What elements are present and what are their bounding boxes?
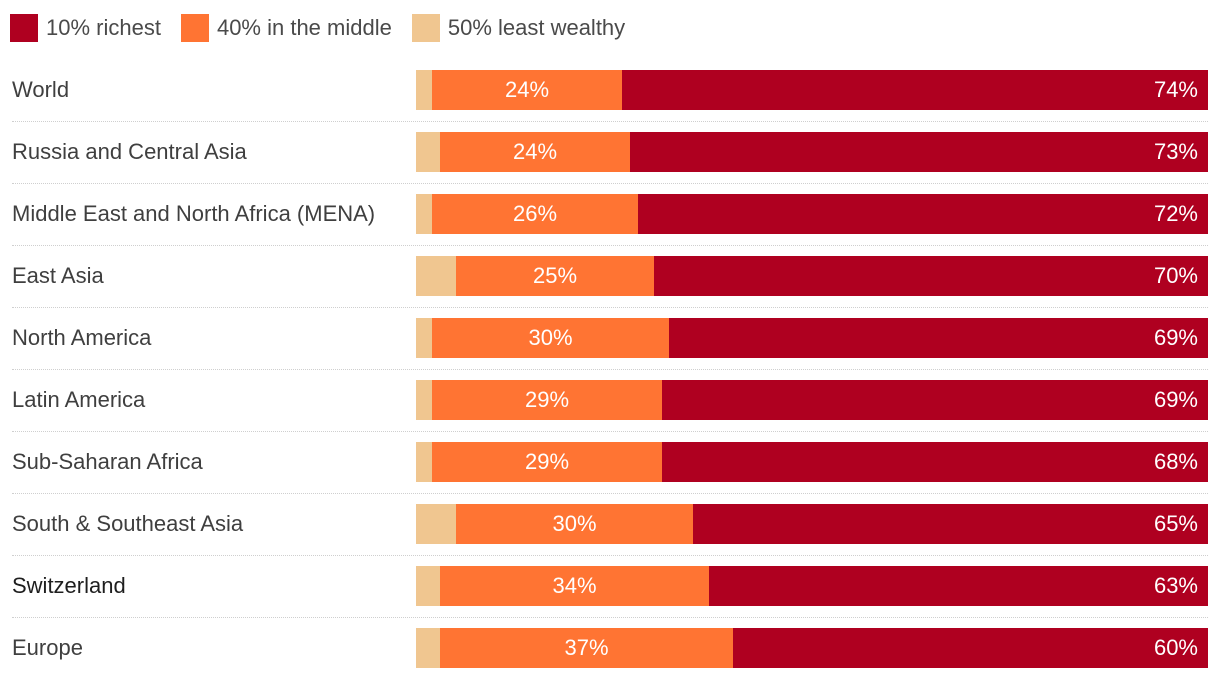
legend-swatch-middle [180,14,209,42]
bar-segment-richest [662,442,1208,482]
bar-segment-richest [622,70,1208,110]
legend-item-middle: 40% in the middle [180,14,392,42]
data-label-richest: 70% [1153,263,1198,288]
row-divider [12,307,1208,308]
category-label: South & Southeast Asia [12,511,244,536]
data-label-middle: 26% [512,201,558,226]
category-label: Russia and Central Asia [12,139,247,164]
legend-label-richest: 10% richest [46,15,161,40]
bar-segment-richest [638,194,1208,234]
bar-segment-least [416,256,456,296]
row-divider [12,617,1208,618]
category-label: Middle East and North Africa (MENA) [12,201,376,226]
bar-segment-richest [630,132,1208,172]
bar-segment-richest [709,566,1208,606]
bar-segment-middle [440,566,709,606]
category-label: Latin America [12,387,146,412]
category-label: Switzerland [12,573,126,598]
row-divider [12,369,1208,370]
legend-label-middle: 40% in the middle [216,15,392,40]
category-label: East Asia [12,263,104,288]
data-label-middle: 34% [552,573,597,598]
bar-segment-middle [432,318,669,358]
row-divider [12,555,1208,556]
data-label-richest: 73% [1153,139,1198,164]
data-label-middle: 37% [564,635,609,660]
bar-segment-least [416,442,432,482]
data-label-richest: 74% [1153,77,1198,102]
data-label-richest: 69% [1153,325,1198,350]
bar-segment-richest [654,256,1208,296]
legend-item-least: 50% least wealthy [411,14,626,42]
category-label: North America [12,325,152,350]
bar-segment-middle [432,70,622,110]
data-label-middle: 30% [528,325,573,350]
legend-swatch-least [411,14,440,42]
row-divider [12,493,1208,494]
data-label-middle: 24% [512,139,558,164]
bar-segment-middle [456,504,693,544]
bar-segment-least [416,566,440,606]
row-divider [12,121,1208,122]
category-label: Sub-Saharan Africa [12,449,203,474]
row-divider [12,431,1208,432]
legend-label-least: 50% least wealthy [447,15,626,40]
bar-segment-least [416,628,440,668]
legend: 10% richest 40% in the middle 50% least we… [10,12,645,44]
data-label-richest: 60% [1153,635,1198,660]
data-label-richest: 63% [1153,573,1198,598]
data-label-middle: 29% [524,449,570,474]
category-label: World [12,77,70,102]
bar-segment-middle [432,380,662,420]
bar-segment-least [416,194,432,234]
bar-segment-least [416,70,432,110]
bar-segment-middle [440,628,733,668]
bar-segment-middle [456,256,654,296]
bar-segment-middle [440,132,630,172]
data-label-richest: 65% [1153,511,1198,536]
data-label-richest: 72% [1153,201,1198,226]
bar-segment-richest [733,628,1208,668]
data-label-middle: 25% [532,263,578,288]
data-label-richest: 68% [1153,449,1198,474]
bar-segment-least [416,504,456,544]
row-divider [12,183,1208,184]
bar-segment-least [416,380,432,420]
data-label-richest: 69% [1153,387,1198,412]
bar-segment-least [416,318,432,358]
bar-segment-richest [669,318,1208,358]
category-label: Europe [12,635,83,660]
bar-segment-richest [693,504,1208,544]
bar-segment-richest [662,380,1208,420]
legend-swatch-richest [10,14,38,42]
data-label-middle: 30% [552,511,597,536]
data-label-middle: 29% [524,387,570,412]
legend-item-richest: 10% richest [10,14,161,42]
bar-segment-middle [432,442,662,482]
bar-segment-least [416,132,440,172]
row-divider [12,245,1208,246]
data-label-middle: 24% [504,77,550,102]
bar-segment-middle [432,194,638,234]
